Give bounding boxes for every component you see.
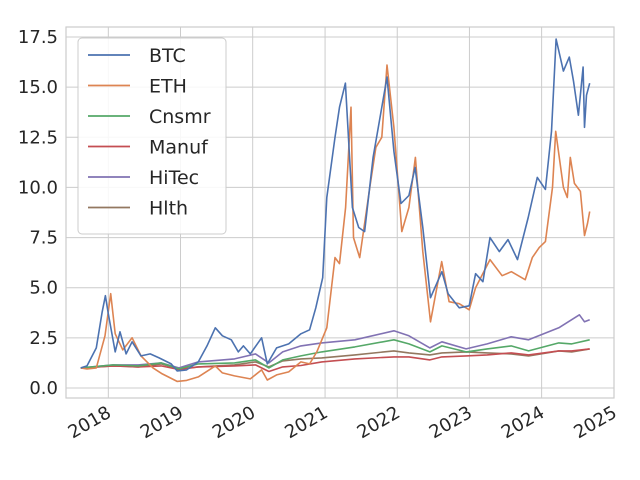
legend: BTC ETH Cnsmr Manuf HiTec Hlth: [77, 37, 227, 235]
series-line-eth: [80, 64, 591, 383]
y-tick-label: 5.0: [29, 278, 58, 299]
legend-label-manuf: Manuf: [149, 137, 209, 159]
legend-label-eth: ETH: [149, 76, 187, 98]
y-tick-label: 17.5: [18, 27, 58, 48]
series-line-hitec: [80, 313, 590, 369]
legend-label-hitec: HiTec: [149, 167, 199, 189]
series-lines: [80, 38, 591, 383]
legend-label-hlth: Hlth: [149, 198, 188, 220]
legend-box: [77, 37, 227, 235]
plot-frame: [65, 26, 615, 399]
y-tick-label: 12.5: [18, 127, 58, 148]
legend-label-cnsmr: Cnsmr: [149, 106, 211, 128]
legend-label-btc: BTC: [149, 45, 186, 67]
y-tick-label: 0.0: [29, 378, 58, 399]
y-tick-label: 7.5: [29, 228, 58, 249]
series-line-cnsmr: [80, 338, 590, 370]
series-line-btc: [80, 38, 591, 372]
y-tick-label: 15.0: [18, 77, 58, 98]
y-tick-label: 10.0: [18, 177, 58, 198]
y-tick-label: 2.5: [29, 328, 58, 349]
y-axis-tick-labels: 0.0 2.5 5.0 7.5 10.0 12.5 15.0 17.5: [18, 27, 58, 399]
